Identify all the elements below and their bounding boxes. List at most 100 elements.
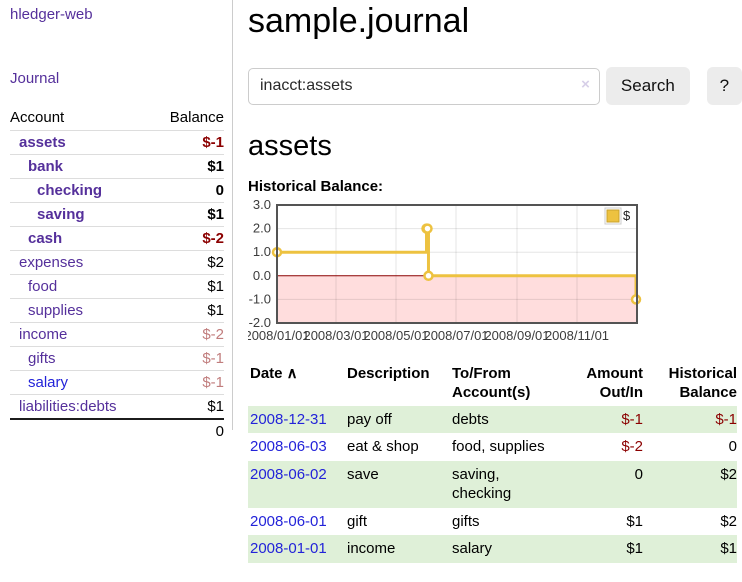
account-row: liabilities:debts $1 [10,394,224,419]
sidebar: hledger-web Journal Account Balance asse… [0,0,233,443]
svg-text:-1.0: -1.0 [249,291,271,306]
sidebar-account-link[interactable]: supplies [28,302,84,319]
accounts-header-row: Account Balance [10,106,224,131]
account-row: supplies $1 [10,298,224,323]
register-balance-cell: $2 [720,512,737,530]
register-row: 2008-06-03 eat & shop food, supplies $-2 0 [248,433,737,461]
sidebar-account-link[interactable]: liabilities:debts [19,398,117,415]
sidebar-account-link[interactable]: food [28,278,58,295]
account-balance: $1 [151,202,224,227]
register-amount-cell: $1 [626,512,643,530]
register-col-header: Description [347,365,430,382]
register-row: 2008-06-01 gift gifts $1 $2 [248,508,737,536]
register-accounts-cell: gifts [452,512,480,530]
register-date-link[interactable]: 2008-12-31 [250,410,327,428]
register-accounts-cell: salary [452,540,493,557]
sort-asc-icon: ∧ [282,365,298,382]
svg-text:2008/11/01: 2008/11/01 [545,328,609,343]
account-row: expenses $2 [10,250,224,275]
accounts-total-value: 0 [151,418,224,443]
page-title: sample.journal [248,2,470,40]
register-description-cell: income [347,540,396,557]
register-amount-cell: $-2 [621,438,643,455]
register-col-header: Amount Out/In [586,365,643,401]
register-amount-cell: 0 [634,465,643,483]
historical-balance-chart: $3.0 2.0 1.0 0.0 -1.0 -2.0 2008/01/01 2008/03/0… [244,197,742,348]
account-balance: $1 [151,274,224,299]
svg-text:2008/01/01: 2008/01/01 [248,328,310,343]
register-accounts-cell: saving, checking [452,465,512,503]
register-date-cell: 2008-06-03 [248,433,345,461]
account-balance: $2 [151,250,224,275]
sidebar-account-link[interactable]: saving [37,206,85,223]
register-balance-cell: 0 [728,438,737,455]
register-row: 2008-01-01 income salary $1 $1 [248,535,737,563]
account-balance: $-2 [151,322,224,347]
svg-text:2008/05/01: 2008/05/01 [363,328,428,343]
accounts-header-account: Account [10,109,65,126]
chart-title: Historical Balance: [248,178,384,195]
search-button[interactable]: Search [605,67,690,105]
accounts-header-balance: Balance [169,109,224,126]
register-balance-cell: $-1 [715,410,737,428]
sidebar-account-link[interactable]: expenses [19,254,84,271]
register-date-cell: 2008-01-01 [248,535,345,563]
sidebar-account-link[interactable]: cash [28,230,63,247]
account-row: food $1 [10,274,224,299]
register-header-row: Date ∧ Description To/From Account(s) Amoun… [248,362,737,406]
account-row: bank $1 [10,154,224,179]
account-row: checking 0 [10,178,224,203]
sidebar-account-link[interactable]: gifts [28,350,56,367]
account-row: income $-2 [10,322,224,347]
account-row: assets $-1 [10,130,224,155]
register-col-header: Historical Balance [668,365,737,401]
register-table: Date ∧ Description To/From Account(s) Amoun… [248,362,737,563]
sidebar-item-journal[interactable]: Journal [10,70,60,87]
account-balance: $1 [151,394,224,419]
svg-text:2008/03/01: 2008/03/01 [303,328,368,343]
register-col-header: To/From Account(s) [452,365,531,401]
register-description-cell: eat & shop [347,438,419,455]
main-content: sample.journal × Search ? assets Histori… [244,0,742,563]
account-balance: $-1 [151,130,224,155]
sidebar-account-link[interactable]: checking [37,182,103,199]
accounts-total-row: 0 [10,418,224,443]
account-balance: $-1 [151,346,224,371]
register-accounts-cell: food, supplies [452,438,545,455]
register-accounts-cell: debts [452,410,489,428]
search-input-wrap: × [248,67,600,105]
register-date-link[interactable]: 2008-01-01 [250,540,327,557]
register-date-link[interactable]: 2008-06-03 [250,438,327,455]
register-balance-cell: $2 [720,465,737,483]
sidebar-account-link[interactable]: bank [28,158,64,175]
svg-text:1.0: 1.0 [253,244,271,259]
account-row: cash $-2 [10,226,224,251]
register-balance-cell: $1 [720,540,737,557]
sidebar-account-link[interactable]: income [19,326,68,343]
register-row: 2008-06-02 save saving, checking 0 $2 [248,460,737,508]
search-input[interactable] [248,67,600,105]
account-row: gifts $-1 [10,346,224,371]
register-date-cell: 2008-12-31 [248,406,345,434]
register-description-cell: gift [347,512,368,530]
help-button[interactable]: ? [706,67,742,105]
register-col-header[interactable]: Date ∧ [250,365,298,382]
accounts-table: Account Balance assets $-1 bank $1 checking 0… [10,106,224,443]
svg-text:-2.0: -2.0 [249,315,271,330]
svg-text:2008/07/01: 2008/07/01 [423,328,488,343]
sidebar-account-link[interactable]: salary [28,374,69,391]
app-title-link[interactable]: hledger-web [10,6,93,23]
svg-text:$: $ [623,208,631,223]
svg-text:3.0: 3.0 [253,200,271,212]
register-date-cell: 2008-06-02 [248,461,345,508]
register-description-cell: pay off [347,410,392,428]
clear-search-icon[interactable]: × [581,75,590,93]
register-row: 2008-12-31 pay off debts $-1 $-1 [248,405,737,434]
account-heading: assets [248,130,332,162]
account-row: saving $1 [10,202,224,227]
account-balance: $-1 [151,370,224,395]
sidebar-account-link[interactable]: assets [19,134,66,151]
register-date-link[interactable]: 2008-06-02 [250,465,327,483]
register-date-link[interactable]: 2008-06-01 [250,512,327,530]
account-balance: 0 [151,178,224,203]
